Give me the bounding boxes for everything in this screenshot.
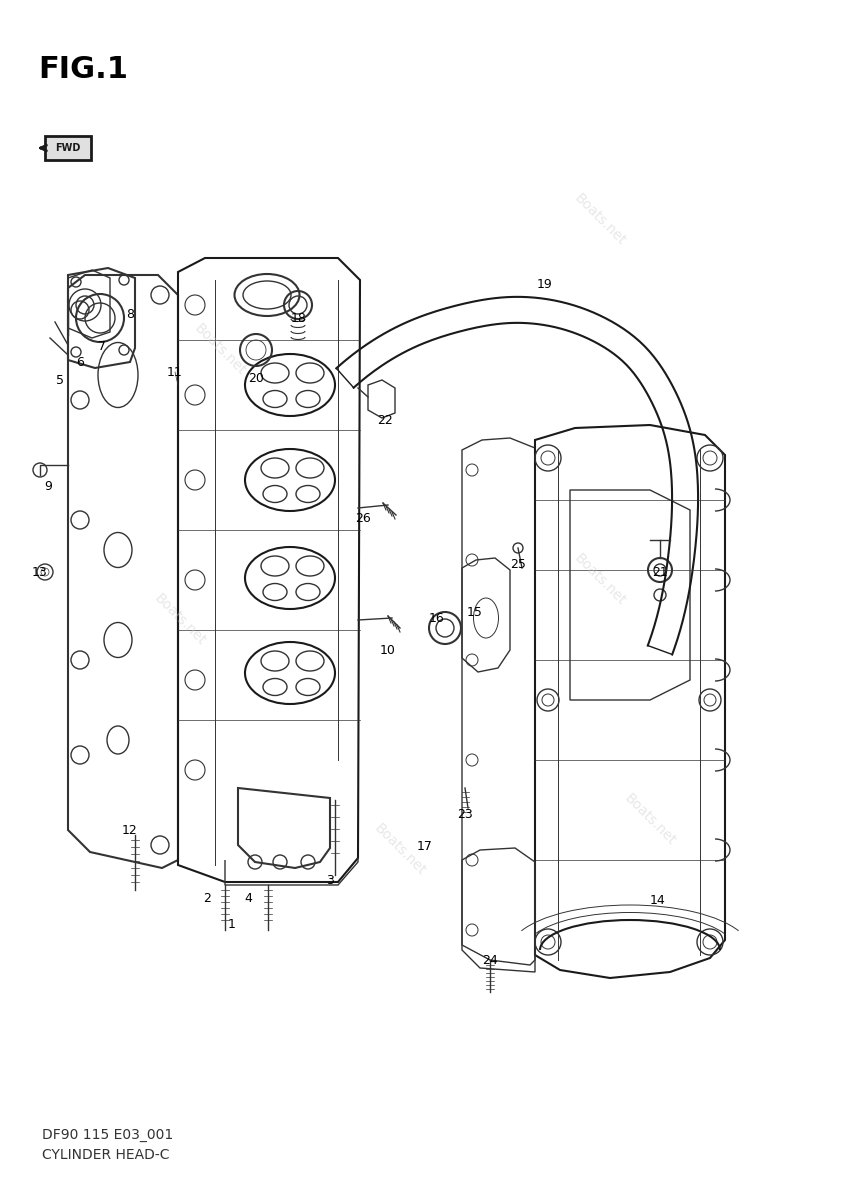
Text: Boats.net: Boats.net — [571, 192, 628, 248]
Text: Boats.net: Boats.net — [192, 322, 249, 378]
Text: 24: 24 — [482, 954, 498, 966]
Text: 6: 6 — [76, 355, 84, 368]
Text: 12: 12 — [122, 823, 138, 836]
Text: 26: 26 — [355, 511, 371, 524]
Text: 8: 8 — [126, 308, 134, 322]
Text: 4: 4 — [244, 892, 252, 905]
Text: 7: 7 — [98, 341, 106, 354]
Text: 25: 25 — [510, 558, 526, 571]
Text: 22: 22 — [377, 414, 393, 426]
Text: 9: 9 — [44, 480, 52, 493]
Text: 14: 14 — [650, 894, 666, 906]
Text: Boats.net: Boats.net — [571, 552, 628, 608]
Text: 23: 23 — [457, 809, 473, 822]
Text: 1: 1 — [228, 918, 236, 931]
Text: FWD: FWD — [55, 143, 81, 152]
Text: 21: 21 — [652, 566, 668, 580]
Text: Boats.net: Boats.net — [621, 792, 678, 848]
Text: 15: 15 — [467, 606, 483, 618]
Text: 2: 2 — [203, 892, 211, 905]
Text: 20: 20 — [248, 372, 264, 384]
Text: 16: 16 — [429, 612, 445, 624]
Text: 5: 5 — [56, 373, 64, 386]
Text: DF90 115 E03_001: DF90 115 E03_001 — [42, 1128, 173, 1142]
Text: 17: 17 — [417, 840, 433, 853]
Text: Boats.net: Boats.net — [372, 822, 429, 878]
Text: 11: 11 — [167, 366, 183, 378]
Text: FIG.1: FIG.1 — [38, 55, 128, 84]
FancyBboxPatch shape — [45, 136, 91, 160]
Text: CYLINDER HEAD-C: CYLINDER HEAD-C — [42, 1148, 170, 1162]
Text: Boats.net: Boats.net — [151, 592, 209, 648]
Text: 19: 19 — [537, 278, 553, 292]
Text: 18: 18 — [291, 312, 307, 324]
Text: 13: 13 — [32, 565, 48, 578]
Text: 3: 3 — [326, 874, 334, 887]
Text: 10: 10 — [380, 643, 396, 656]
